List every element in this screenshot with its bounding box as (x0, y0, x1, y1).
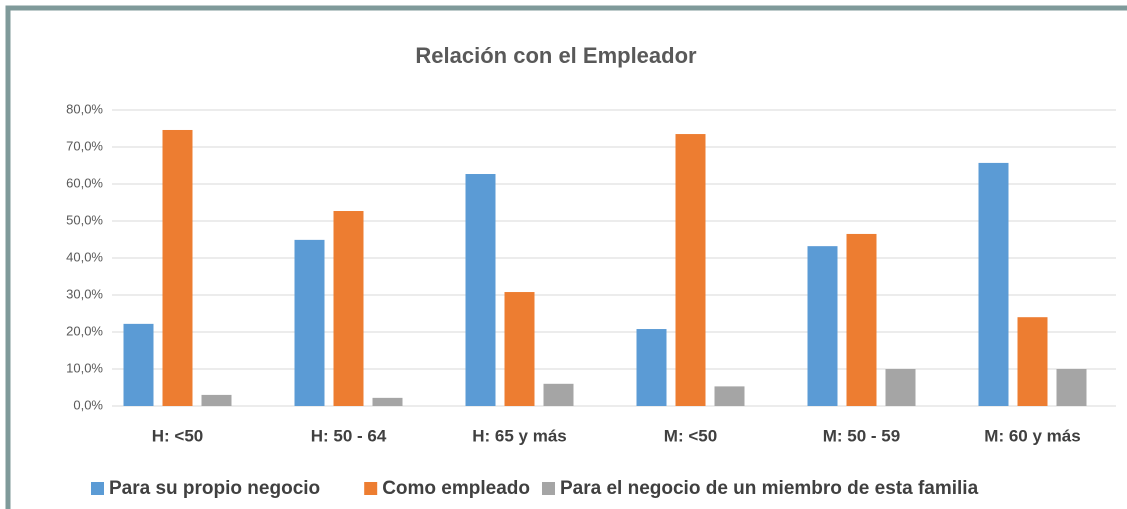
bar (504, 292, 535, 406)
y-tick-label: 20,0% (66, 323, 103, 338)
bar (807, 246, 838, 406)
y-tick-label: 40,0% (66, 249, 103, 264)
legend-swatch (542, 482, 555, 495)
chart-title: Relación con el Empleador (415, 43, 697, 68)
bar (978, 162, 1009, 406)
bar (675, 134, 706, 407)
bar (846, 233, 877, 406)
bar (543, 383, 574, 406)
legend-label: Como empleado (382, 478, 530, 499)
bar (636, 329, 667, 406)
y-tick-label: 30,0% (66, 286, 103, 301)
bar (123, 323, 154, 406)
y-tick-label: 60,0% (66, 175, 103, 190)
x-tick-label: M: 50 - 59 (823, 426, 900, 445)
bar (885, 369, 916, 406)
legend-label: Para el negocio de un miembro de esta fa… (560, 478, 979, 499)
bar (162, 129, 193, 407)
bar (294, 239, 325, 406)
y-tick-label: 50,0% (66, 212, 103, 227)
bar (372, 397, 403, 406)
x-tick-label: H: <50 (152, 426, 204, 445)
bar (714, 386, 745, 406)
bar (1017, 317, 1048, 406)
bar (333, 211, 364, 406)
legend-label: Para su propio negocio (109, 478, 320, 499)
x-tick-label: H: 50 - 64 (311, 426, 387, 445)
legend-swatch (364, 482, 378, 495)
x-tick-label: H: 65 y más (472, 426, 567, 445)
x-tick-label: M: <50 (664, 426, 717, 445)
y-tick-label: 70,0% (66, 138, 103, 153)
x-tick-label: M: 60 y más (984, 426, 1080, 445)
y-tick-label: 10,0% (66, 360, 103, 375)
y-tick-label: 80,0% (66, 101, 103, 116)
window-border (5, 5, 1127, 509)
bar (1056, 369, 1087, 406)
bar (465, 174, 496, 406)
bar (201, 394, 232, 406)
y-tick-label: 0,0% (73, 397, 103, 412)
legend-swatch (91, 482, 104, 495)
